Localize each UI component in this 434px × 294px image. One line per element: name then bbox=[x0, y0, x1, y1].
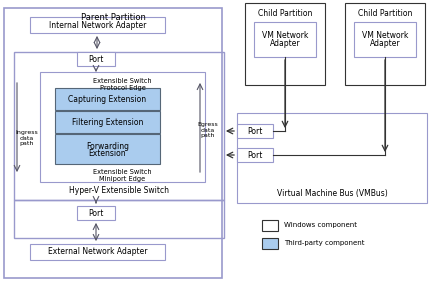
Text: Windows component: Windows component bbox=[283, 223, 356, 228]
Bar bbox=[237, 124, 273, 138]
Bar bbox=[237, 148, 273, 162]
Text: Egress
data
path: Egress data path bbox=[197, 122, 218, 138]
Text: Child Partition: Child Partition bbox=[257, 9, 312, 18]
Text: Miniport Edge: Miniport Edge bbox=[99, 176, 145, 182]
Bar bbox=[30, 17, 164, 33]
Bar bbox=[55, 111, 160, 133]
Text: Forwarding: Forwarding bbox=[86, 141, 129, 151]
Bar bbox=[353, 22, 415, 57]
Bar bbox=[4, 8, 221, 278]
Bar bbox=[14, 52, 224, 200]
Bar bbox=[261, 238, 277, 249]
Text: Protocol Edge: Protocol Edge bbox=[99, 85, 145, 91]
Bar bbox=[237, 113, 426, 203]
Text: Extension: Extension bbox=[89, 148, 126, 158]
Bar bbox=[55, 88, 160, 110]
Text: Adapter: Adapter bbox=[369, 39, 399, 48]
Bar bbox=[77, 206, 115, 220]
Bar bbox=[14, 200, 224, 238]
Text: Port: Port bbox=[88, 54, 103, 64]
Text: External Network Adapter: External Network Adapter bbox=[48, 248, 147, 256]
Bar bbox=[244, 3, 324, 85]
Text: Child Partition: Child Partition bbox=[357, 9, 411, 18]
Text: Port: Port bbox=[247, 151, 262, 160]
Text: Port: Port bbox=[247, 126, 262, 136]
Text: Adapter: Adapter bbox=[269, 39, 299, 48]
Bar bbox=[55, 134, 160, 164]
Bar bbox=[261, 220, 277, 231]
Text: Parent Partition: Parent Partition bbox=[80, 13, 145, 22]
Bar bbox=[344, 3, 424, 85]
Text: Filtering Extension: Filtering Extension bbox=[72, 118, 143, 126]
Text: Ingress
data
path: Ingress data path bbox=[16, 130, 38, 146]
Text: Third-party component: Third-party component bbox=[283, 240, 364, 246]
Bar bbox=[30, 244, 164, 260]
Text: Extensible Switch: Extensible Switch bbox=[93, 169, 151, 175]
Bar bbox=[253, 22, 315, 57]
Bar bbox=[40, 72, 204, 182]
Bar bbox=[77, 52, 115, 66]
Text: VM Network: VM Network bbox=[261, 31, 307, 40]
Text: Internal Network Adapter: Internal Network Adapter bbox=[49, 21, 146, 29]
Text: Port: Port bbox=[88, 208, 103, 218]
Text: Extensible Switch: Extensible Switch bbox=[93, 78, 151, 84]
Text: Capturing Extension: Capturing Extension bbox=[68, 94, 146, 103]
Text: Hyper-V Extensible Switch: Hyper-V Extensible Switch bbox=[69, 186, 169, 195]
Text: VM Network: VM Network bbox=[361, 31, 407, 40]
Text: Virtual Machine Bus (VMBus): Virtual Machine Bus (VMBus) bbox=[276, 189, 387, 198]
